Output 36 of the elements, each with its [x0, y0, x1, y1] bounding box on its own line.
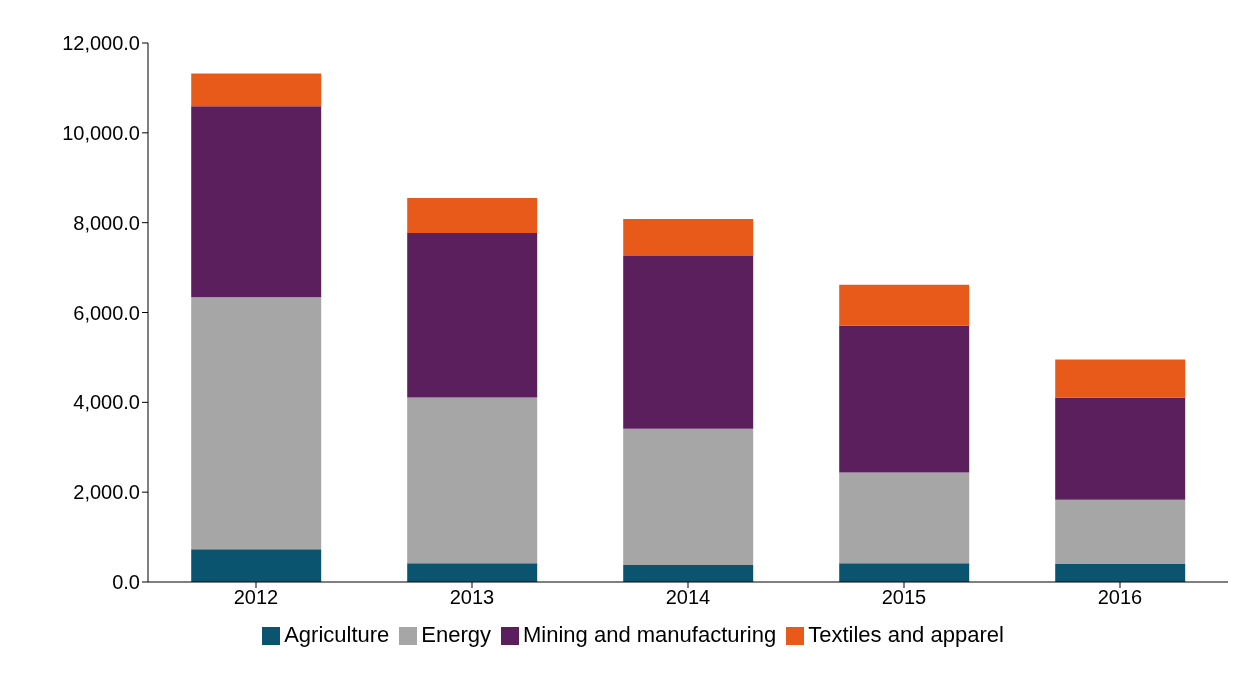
bar: [407, 233, 538, 398]
bar: [191, 297, 322, 550]
y-tick-label: 6,000.0: [73, 301, 140, 324]
y-tick-label: 0.0: [112, 571, 140, 594]
bar: [623, 428, 754, 565]
bar: [1055, 499, 1186, 565]
x-tick-label: 2014: [665, 586, 711, 609]
x-tick-label: 2012: [233, 586, 279, 609]
bar: [407, 397, 538, 564]
y-tick-label: 4,000.0: [73, 391, 140, 414]
y-tick-label: 12,000.0: [62, 32, 140, 55]
bar: [839, 563, 970, 582]
y-tick-label: 2,000.0: [73, 481, 140, 504]
bar: [407, 197, 538, 233]
x-tick-label: 2016: [1097, 586, 1143, 609]
bar: [407, 563, 538, 582]
bar: [839, 325, 970, 473]
bar: [623, 255, 754, 429]
legend-label: Mining and manufacturing: [523, 622, 777, 647]
y-tick-label: 8,000.0: [73, 211, 140, 234]
bar: [1055, 564, 1186, 582]
bar: [191, 73, 322, 107]
x-tick-label: 2013: [449, 586, 495, 609]
y-tick-label: 10,000.0: [62, 121, 140, 144]
legend-label: Agriculture: [284, 622, 390, 647]
x-tick-label: 2015: [881, 586, 927, 609]
bar: [191, 106, 322, 298]
bar: [623, 219, 754, 256]
bar: [191, 549, 322, 582]
bar: [1055, 359, 1186, 398]
bar: [839, 284, 970, 326]
bar: [839, 472, 970, 564]
legend-label: Energy: [421, 622, 492, 647]
legend-label: Textiles and apparel: [808, 622, 1004, 647]
bar: [1055, 397, 1186, 500]
bar: [623, 564, 754, 582]
